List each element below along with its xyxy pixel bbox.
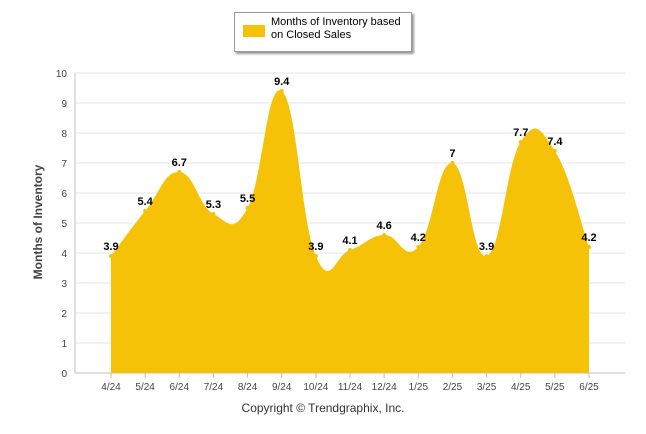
x-tick-label: 6/24 bbox=[170, 382, 190, 393]
data-label: 7 bbox=[449, 148, 455, 160]
data-label: 5.5 bbox=[240, 193, 255, 205]
data-point bbox=[416, 245, 421, 249]
data-label: 4.6 bbox=[376, 220, 391, 232]
y-tick-label: 5 bbox=[61, 219, 67, 230]
y-tick-label: 2 bbox=[61, 309, 67, 320]
data-label: 5.3 bbox=[206, 199, 221, 211]
data-point bbox=[245, 206, 250, 210]
x-tick-label: 6/25 bbox=[579, 382, 599, 393]
data-point bbox=[484, 254, 489, 258]
x-tick-label: 9/24 bbox=[272, 382, 292, 393]
legend-swatch bbox=[243, 25, 265, 37]
y-tick-label: 8 bbox=[61, 129, 67, 140]
y-tick-label: 9 bbox=[61, 99, 67, 110]
x-tick-label: 2/25 bbox=[443, 382, 463, 393]
data-point bbox=[587, 245, 591, 249]
x-tick-label: 8/24 bbox=[238, 382, 258, 393]
y-tick-label: 7 bbox=[61, 159, 67, 170]
data-point bbox=[518, 140, 523, 144]
x-tick-label: 5/25 bbox=[545, 382, 565, 393]
data-label: 3.9 bbox=[103, 241, 118, 253]
data-point bbox=[279, 89, 284, 93]
x-tick-label: 3/25 bbox=[477, 382, 497, 393]
y-tick-label: 0 bbox=[61, 369, 67, 380]
y-tick-label: 3 bbox=[61, 279, 67, 290]
y-tick-label: 1 bbox=[61, 339, 67, 350]
data-label: 4.1 bbox=[342, 235, 357, 247]
data-label: 7.7 bbox=[513, 127, 528, 139]
data-label: 9.4 bbox=[274, 76, 290, 88]
x-tick-label: 4/24 bbox=[101, 382, 121, 393]
data-point bbox=[450, 161, 455, 165]
data-label: 3.9 bbox=[308, 241, 323, 253]
data-label: 4.2 bbox=[411, 232, 426, 244]
x-tick-label: 7/24 bbox=[204, 382, 224, 393]
x-tick-label: 1/25 bbox=[409, 382, 429, 393]
data-label: 5.4 bbox=[137, 196, 153, 208]
data-point bbox=[177, 170, 182, 174]
data-label: 6.7 bbox=[172, 157, 187, 169]
legend[interactable]: Months of Inventory based on Closed Sale… bbox=[234, 12, 412, 52]
y-tick-label: 10 bbox=[56, 69, 68, 80]
x-tick-label: 5/24 bbox=[135, 382, 155, 393]
series-area bbox=[111, 90, 589, 373]
data-label: 4.2 bbox=[581, 232, 596, 244]
x-tick-label: 11/24 bbox=[338, 382, 363, 393]
data-label: 3.9 bbox=[479, 241, 494, 253]
data-point bbox=[143, 209, 148, 213]
data-label: 7.4 bbox=[547, 136, 563, 148]
data-point bbox=[109, 254, 113, 258]
y-tick-label: 6 bbox=[61, 189, 67, 200]
y-axis-title: Months of Inventory bbox=[31, 164, 45, 280]
data-point bbox=[552, 149, 557, 153]
x-tick-label: 12/24 bbox=[372, 382, 397, 393]
legend-label: Months of Inventory based on Closed Sale… bbox=[271, 16, 401, 41]
x-tick-label: 4/25 bbox=[511, 382, 531, 393]
copyright-text: Copyright © Trendgraphix, Inc. bbox=[241, 401, 405, 415]
data-point bbox=[348, 248, 352, 252]
y-tick-label: 4 bbox=[61, 249, 67, 260]
data-point bbox=[313, 254, 318, 258]
data-point bbox=[382, 233, 387, 237]
data-point bbox=[211, 212, 216, 216]
x-tick-label: 10/24 bbox=[303, 382, 328, 393]
